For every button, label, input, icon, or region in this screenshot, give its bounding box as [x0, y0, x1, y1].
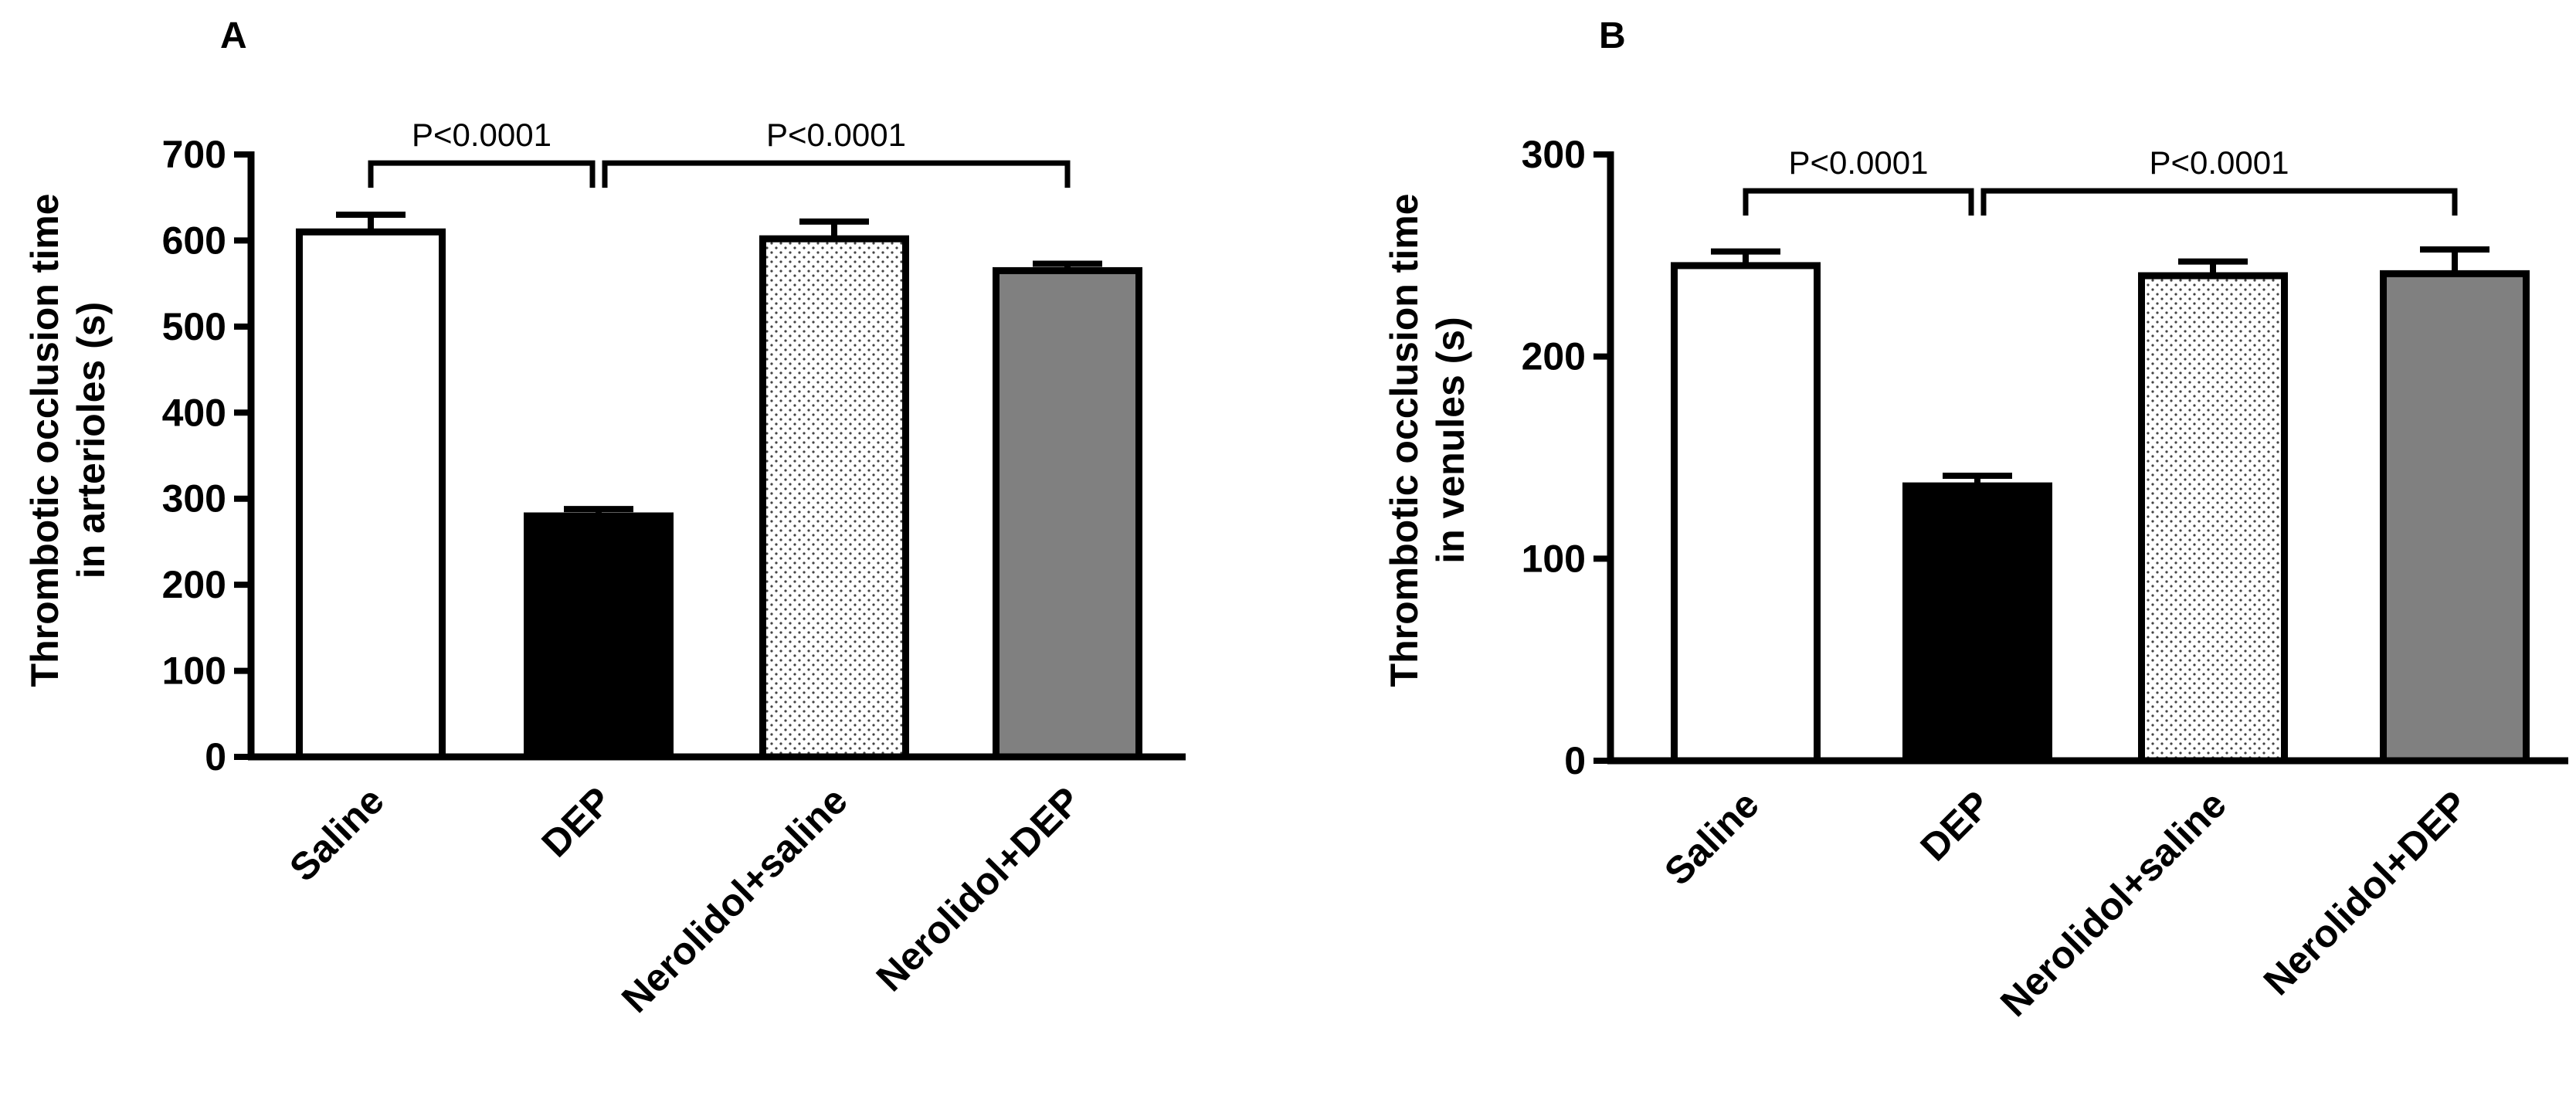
panel-a-category-label: Nerolidol+saline	[613, 778, 856, 1021]
panel-a-y-tick-label: 100	[162, 650, 226, 693]
panel-b-p-value-label: P<0.0001	[1788, 144, 1928, 181]
panel-a-y-tick-label: 600	[162, 219, 226, 262]
panel-a-y-axis-title-line1: Thrombotic occlusion time	[23, 194, 66, 687]
panel-b-category-label: Nerolidol+DEP	[2255, 782, 2476, 1003]
panel-b-letter: B	[1599, 15, 1626, 56]
panel-b-y-tick-label: 100	[1522, 537, 1586, 580]
panel-a-y-tick-label: 700	[162, 133, 226, 176]
panel-a-bar-dep	[524, 512, 674, 761]
panel-b-y-tick-label: 200	[1522, 335, 1586, 378]
panel-a-y-tick-label: 500	[162, 305, 226, 348]
panel-b-p-value-label: P<0.0001	[2149, 144, 2289, 181]
panel-b-category-label: DEP	[1912, 782, 1998, 869]
panel-b-bar-saline	[1671, 262, 1821, 765]
panel-a-bar-nerolidol-dep	[993, 266, 1142, 761]
panel-b-bar-dep	[1902, 482, 2052, 765]
panel-a-y-tick-label: 300	[162, 477, 226, 521]
panel-b-y-tick-label: 300	[1522, 133, 1586, 176]
panel-a-p-value-label: P<0.0001	[766, 117, 906, 153]
panel-a-y-tick-label: 200	[162, 563, 226, 606]
panel-b-bar-nerolidol-saline	[2138, 272, 2288, 765]
panel-b-significance-bracket	[1743, 188, 1974, 216]
panel-b-y-tick-label: 0	[1564, 739, 1586, 782]
panel-b-category-label: Saline	[1656, 782, 1767, 894]
panel-b-significance-bracket	[1980, 188, 2458, 216]
panel-a-chart: A Thrombotic occlusion time in arteriole…	[23, 15, 1186, 1021]
panel-a-significance-bracket	[602, 160, 1071, 188]
panel-b-y-axis-title-line1: Thrombotic occlusion time	[1383, 194, 1426, 687]
panel-a-letter: A	[220, 15, 247, 56]
panel-a-p-value-label: P<0.0001	[412, 117, 552, 153]
panel-b-category-label: Nerolidol+saline	[1992, 782, 2235, 1025]
panel-a-category-label: Nerolidol+DEP	[868, 778, 1089, 999]
panel-b-bar-nerolidol-dep	[2380, 270, 2530, 765]
panel-a-bar-saline	[296, 228, 446, 761]
panel-a-category-label: Saline	[281, 778, 392, 890]
panel-b-y-axis-title-line2: in venules (s)	[1429, 317, 1472, 564]
panel-a-y-axis-title-line2: in arterioles (s)	[70, 302, 113, 578]
panel-a-category-label: DEP	[533, 778, 619, 865]
panel-a-y-tick-label: 400	[162, 391, 226, 434]
panel-a-bar-nerolidol-saline	[759, 235, 909, 761]
panel-a-significance-bracket	[368, 160, 596, 188]
panel-b-chart: B Thrombotic occlusion time in venules (…	[1383, 15, 2568, 1025]
panel-a-y-tick-label: 0	[205, 735, 226, 778]
